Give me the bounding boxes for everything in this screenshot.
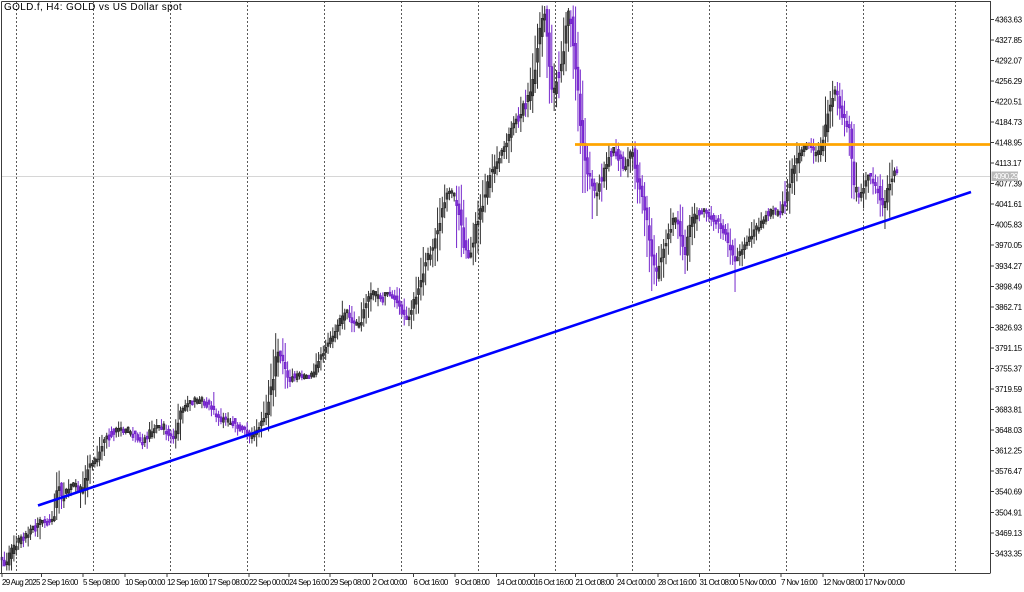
svg-text:3683.81: 3683.81 [995,406,1023,415]
svg-text:4184.73: 4184.73 [995,118,1023,127]
svg-text:4292.07: 4292.07 [995,56,1023,65]
svg-text:4090.29: 4090.29 [993,172,1019,181]
svg-text:4113.17: 4113.17 [995,159,1022,168]
svg-text:3934.27: 3934.27 [995,262,1023,271]
svg-text:3648.03: 3648.03 [995,426,1023,435]
svg-text:2 Oct 00:00: 2 Oct 00:00 [373,578,408,587]
svg-text:4220.51: 4220.51 [995,98,1023,107]
svg-text:3862.71: 3862.71 [995,303,1023,312]
svg-text:4363.63: 4363.63 [995,15,1023,24]
svg-text:4077.39: 4077.39 [995,180,1023,189]
svg-text:24 Oct 00:00: 24 Oct 00:00 [617,578,656,587]
svg-text:17 Nov 00:00: 17 Nov 00:00 [865,578,906,587]
svg-text:3826.93: 3826.93 [995,323,1023,332]
svg-text:7 Nov 16:00: 7 Nov 16:00 [781,578,818,587]
svg-text:17 Sep 08:00: 17 Sep 08:00 [209,578,250,587]
svg-text:29 Aug 2025: 29 Aug 2025 [2,578,41,587]
svg-text:9 Oct 08:00: 9 Oct 08:00 [455,578,490,587]
svg-text:3612.25: 3612.25 [995,447,1023,456]
svg-text:3970.05: 3970.05 [995,241,1023,250]
svg-text:6 Oct 16:00: 6 Oct 16:00 [414,578,449,587]
svg-text:3469.13: 3469.13 [995,529,1023,538]
svg-text:GOLD.f, H4: GOLD vs US Dollar: GOLD.f, H4: GOLD vs US Dollar spot [4,2,182,13]
svg-text:4327.85: 4327.85 [995,36,1023,45]
svg-text:3504.91: 3504.91 [995,508,1023,517]
svg-text:4148.95: 4148.95 [995,139,1023,148]
svg-text:3540.69: 3540.69 [995,488,1023,497]
svg-text:4256.29: 4256.29 [995,77,1023,86]
svg-text:24 Sep 16:00: 24 Sep 16:00 [289,578,330,587]
svg-text:12 Nov 08:00: 12 Nov 08:00 [823,578,864,587]
svg-text:3898.49: 3898.49 [995,282,1023,291]
svg-text:3791.15: 3791.15 [995,344,1023,353]
svg-text:22 Sep 00:00: 22 Sep 00:00 [249,578,290,587]
svg-text:5 Nov 00:00: 5 Nov 00:00 [740,578,777,587]
svg-text:10 Sep 00:00: 10 Sep 00:00 [125,578,166,587]
svg-text:12 Sep 16:00: 12 Sep 16:00 [167,578,208,587]
svg-text:16 Oct 16:00: 16 Oct 16:00 [535,578,574,587]
svg-text:2 Sep 16:00: 2 Sep 16:00 [42,578,79,587]
svg-text:4005.83: 4005.83 [995,221,1023,230]
svg-text:5 Sep 08:00: 5 Sep 08:00 [83,578,120,587]
svg-text:14 Oct 00:00: 14 Oct 00:00 [497,578,536,587]
svg-text:21 Oct 08:00: 21 Oct 08:00 [576,578,615,587]
svg-text:3719.59: 3719.59 [995,385,1023,394]
svg-text:3576.47: 3576.47 [995,467,1023,476]
svg-text:3433.35: 3433.35 [995,549,1023,558]
svg-text:4041.61: 4041.61 [995,200,1023,209]
svg-text:28 Oct 16:00: 28 Oct 16:00 [658,578,697,587]
svg-text:31 Oct 08:00: 31 Oct 08:00 [700,578,739,587]
svg-text:3755.37: 3755.37 [995,365,1023,374]
svg-text:29 Sep 08:00: 29 Sep 08:00 [330,578,371,587]
